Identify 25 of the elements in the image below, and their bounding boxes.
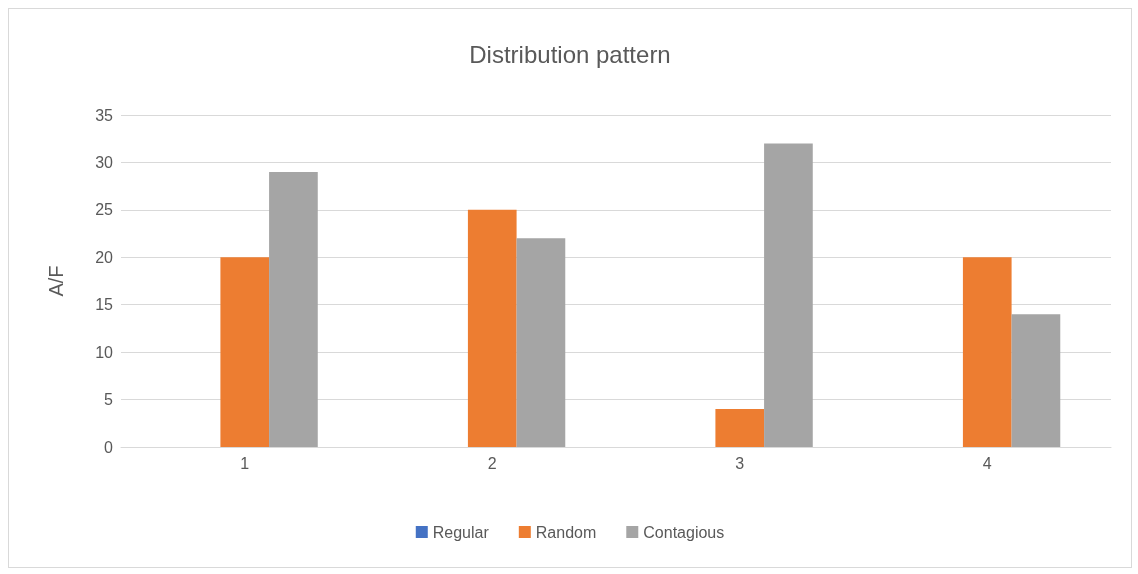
- bar: [467, 209, 517, 447]
- bar: [1011, 314, 1061, 447]
- y-tick-label: 15: [95, 296, 114, 314]
- bar: [516, 238, 566, 447]
- legend-label: Random: [535, 523, 597, 541]
- legend-label: Contagious: [643, 523, 725, 541]
- y-axis-title: A/F: [45, 265, 67, 297]
- chart-title: Distribution pattern: [469, 40, 671, 68]
- legend-label: Regular: [432, 523, 490, 541]
- y-tick-label: 20: [95, 248, 114, 266]
- y-tick-label: 25: [95, 201, 114, 219]
- bar: [764, 143, 813, 447]
- bar: [220, 257, 270, 447]
- y-tick-label: 10: [95, 343, 114, 361]
- x-tick-label: 1: [240, 454, 250, 472]
- x-tick-label: 4: [982, 454, 992, 472]
- y-tick-label: 5: [104, 391, 114, 409]
- bar: [715, 409, 765, 447]
- y-tick-label: 35: [95, 106, 114, 124]
- bar: [269, 171, 318, 447]
- y-tick-label: 30: [95, 153, 114, 171]
- bar: [962, 257, 1012, 447]
- y-tick-label: 0: [104, 438, 114, 456]
- x-tick-label: 2: [487, 454, 497, 472]
- x-tick-label: 3: [735, 454, 745, 472]
